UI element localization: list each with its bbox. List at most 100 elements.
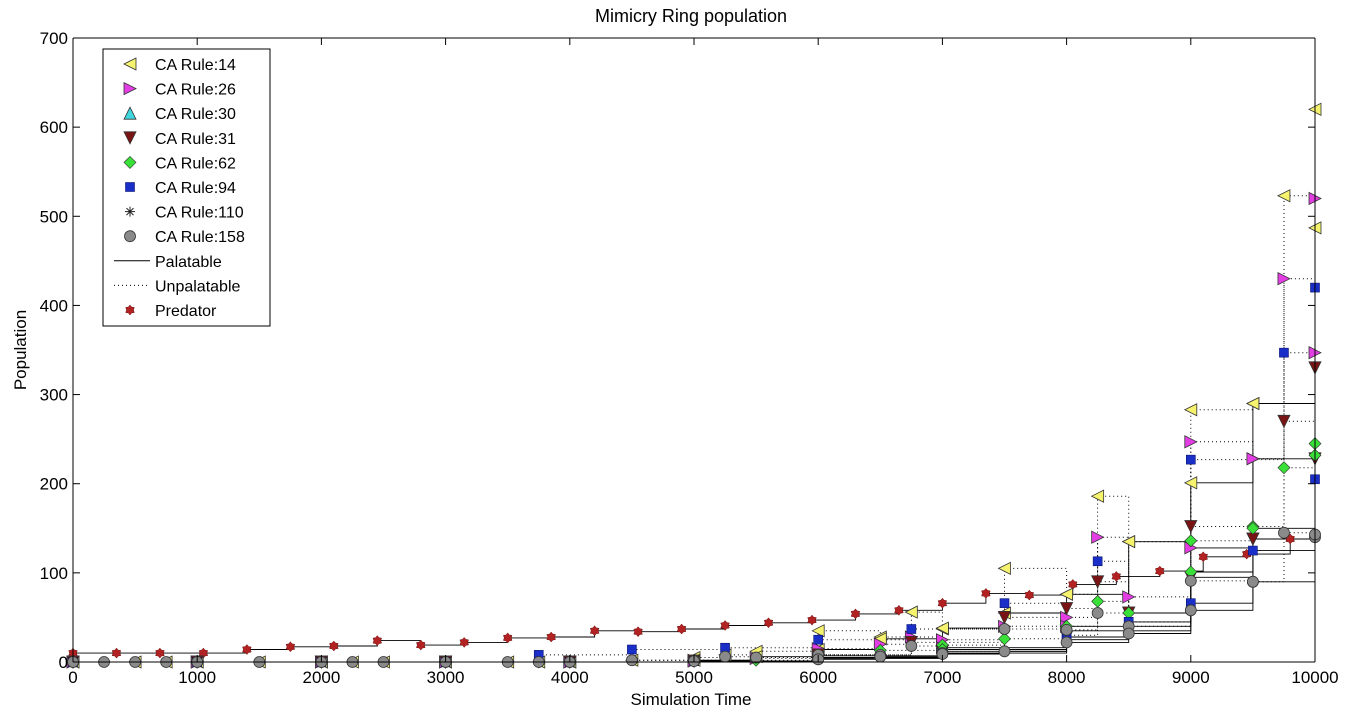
legend-entry: CA Rule:30: [123, 106, 236, 123]
data-point-predator: [894, 604, 904, 616]
data-point-ca-rule-14: [997, 561, 1011, 576]
data-point-ca-rule-94: [1186, 454, 1196, 465]
data-point-ca-rule-94: [999, 598, 1010, 608]
legend-label: CA Rule:26: [155, 82, 236, 99]
y-tick-label: 400: [40, 296, 68, 315]
data-point-ca-rule-62: [1246, 521, 1260, 535]
data-point-predator: [416, 639, 426, 651]
data-point-ca-rule-158: [998, 645, 1011, 658]
data-point-ca-rule-14: [1246, 396, 1260, 411]
y-tick-label: 0: [59, 653, 68, 672]
data-point-ca-rule-14: [1277, 189, 1291, 203]
x-tick-label: 6000: [799, 668, 837, 687]
data-point-ca-rule-31: [1277, 414, 1291, 429]
data-point-ca-rule-26: [1122, 590, 1136, 604]
legend: CA Rule:14 CA Rule:26 CA Rule:30 CA Rule:31…: [102, 48, 271, 327]
y-tick-label: 500: [40, 207, 68, 226]
data-point-ca-rule-158: [1091, 607, 1104, 619]
legend-symbol-triangle-right: [123, 81, 137, 96]
data-point-predator: [720, 620, 730, 631]
x-axis-title: Simulation Time: [631, 690, 752, 709]
data-point-ca-rule-26: [1246, 452, 1260, 466]
data-point-predator: [1155, 565, 1165, 577]
data-point-ca-rule-158: [998, 623, 1011, 635]
data-point-ca-rule-158: [905, 640, 918, 652]
data-point-predator: [763, 617, 774, 629]
legend-label: CA Rule:31: [155, 131, 236, 148]
data-point-predator: [807, 614, 817, 626]
data-point-predator: [459, 637, 469, 648]
legend-symbol-triangle-left: [123, 57, 137, 71]
data-point-ca-rule-62: [998, 632, 1011, 646]
legend-symbol-circle: [124, 230, 136, 243]
legend-entry: CA Rule:62: [123, 155, 236, 172]
legend-entry: CA Rule:110: [125, 205, 244, 222]
data-point-predator: [676, 623, 687, 635]
data-point-ca-rule-158: [874, 650, 887, 663]
data-point-predator: [850, 608, 861, 620]
data-point-ca-rule-94: [1248, 545, 1258, 556]
data-point-ca-rule-14: [1090, 489, 1105, 503]
data-point-ca-rule-158: [1122, 627, 1135, 640]
y-tick-label: 300: [40, 386, 68, 405]
legend-label: Palatable: [155, 254, 222, 271]
data-point-ca-rule-31: [997, 611, 1012, 625]
data-point-ca-rule-94: [627, 644, 637, 655]
legend-label: CA Rule:30: [155, 106, 236, 123]
data-point-predator: [503, 632, 513, 644]
data-point-predator: [111, 647, 122, 659]
x-tick-label: 8000: [1048, 668, 1086, 687]
data-point-ca-rule-14: [1183, 403, 1198, 417]
legend-symbol-hexagram: [125, 304, 135, 316]
legend-symbol-triangle-up: [123, 106, 137, 120]
y-tick-label: 600: [40, 118, 68, 137]
data-point-predator: [981, 588, 991, 599]
y-tick-label: 200: [40, 475, 68, 494]
x-tick-label: 0: [68, 668, 77, 687]
data-point-predator: [1198, 551, 1208, 563]
data-point-predator: [372, 635, 382, 646]
legend-entry: Unpalatable: [114, 278, 241, 295]
legend-entry: Palatable: [114, 254, 222, 271]
legend-symbol-triangle-down: [123, 131, 137, 145]
legend-label: CA Rule:110: [155, 205, 244, 222]
legend-entry: CA Rule:94: [125, 180, 236, 197]
legend-label: Unpalatable: [155, 278, 241, 295]
data-point-ca-rule-158: [1184, 574, 1197, 587]
data-point-ca-rule-14: [1059, 587, 1073, 601]
data-point-ca-rule-62: [1184, 534, 1198, 548]
data-point-predator: [1111, 571, 1121, 582]
x-tick-label: 2000: [302, 668, 340, 687]
data-point-ca-rule-158: [1060, 624, 1073, 636]
data-point-predator: [546, 631, 556, 643]
series-line-ca-rule-26-dotted: [73, 198, 1316, 663]
data-point-ca-rule-158: [1278, 526, 1290, 539]
data-point-predator: [1024, 589, 1035, 601]
y-tick-label: 100: [40, 564, 68, 583]
data-point-ca-rule-62: [1277, 461, 1291, 475]
x-tick-label: 10000: [1291, 668, 1338, 687]
legend-label: CA Rule:14: [155, 57, 236, 74]
x-tick-label: 5000: [675, 668, 713, 687]
y-axis-title: Population: [11, 310, 30, 390]
data-point-predator: [155, 647, 165, 659]
legend-symbol-square: [125, 182, 135, 192]
data-point-predator: [329, 640, 339, 652]
data-point-ca-rule-26: [1277, 272, 1291, 286]
legend-entry: CA Rule:31: [123, 131, 236, 148]
data-point-ca-rule-158: [626, 654, 638, 667]
legend-symbol-diamond: [123, 155, 137, 169]
plot-area: [73, 38, 1315, 662]
x-tick-label: 4000: [551, 668, 589, 687]
legend-entry: Predator: [125, 303, 217, 320]
legend-label: CA Rule:94: [155, 180, 236, 197]
legend-label: CA Rule:158: [155, 229, 245, 246]
data-point-predator: [633, 626, 643, 638]
x-tick-label: 7000: [923, 668, 961, 687]
x-tick-label: 1000: [178, 668, 216, 687]
data-point-ca-rule-94: [1279, 347, 1289, 358]
data-point-ca-rule-14: [811, 624, 825, 638]
x-axis-ticks: 0 1000 2000 3000 4000 5000 6000 7000 8000 9000 100…: [68, 38, 1339, 687]
data-point-ca-rule-31: [1091, 575, 1105, 589]
